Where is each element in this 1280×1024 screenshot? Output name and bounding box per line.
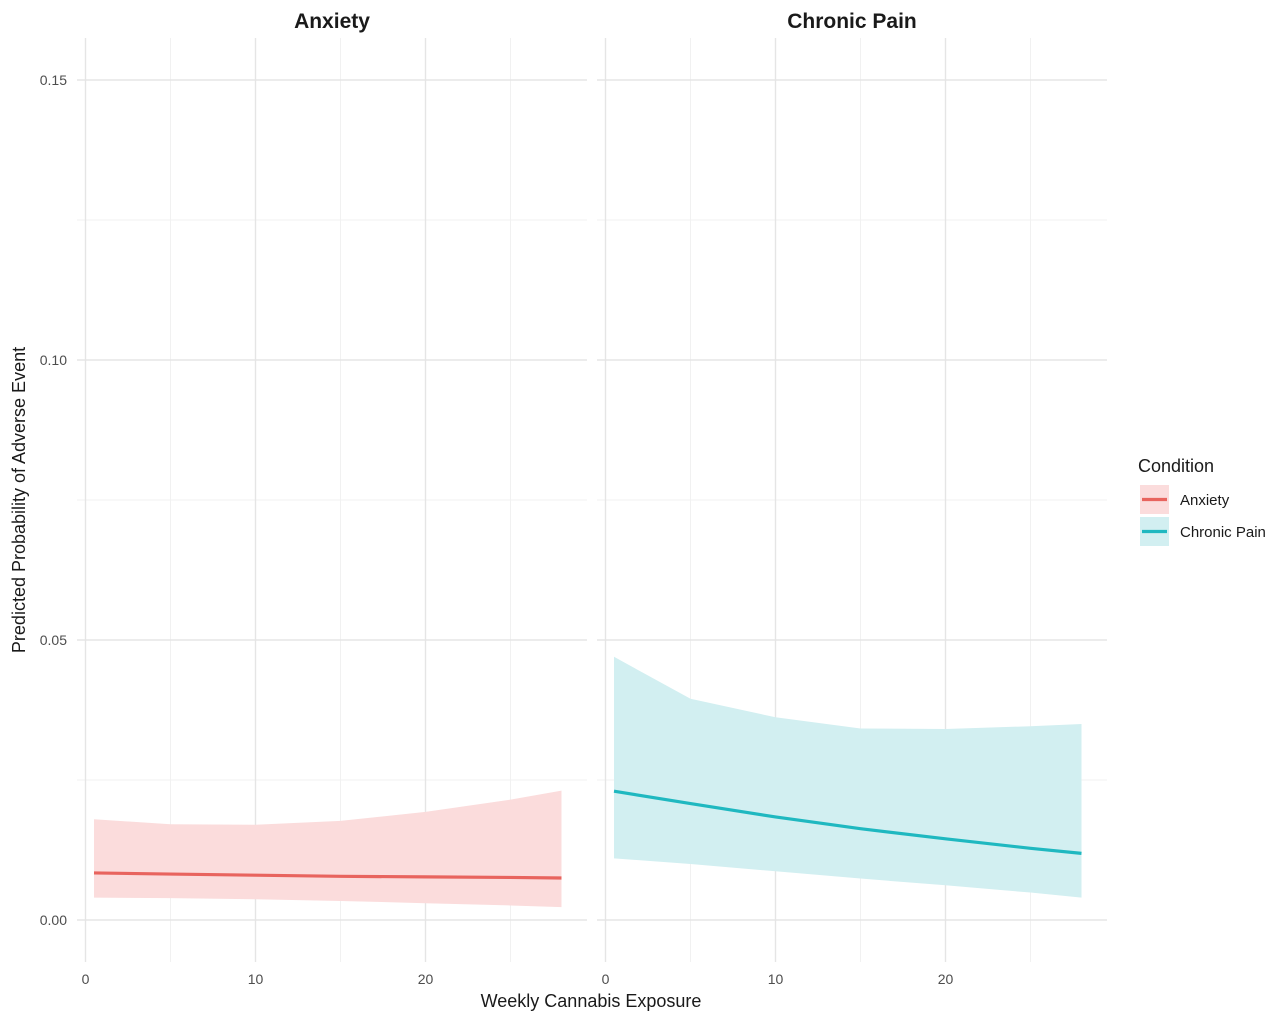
y-axis-title: Predicted Probability of Adverse Event <box>9 347 29 653</box>
y-axis: 0.00 0.05 0.10 0.15 <box>40 72 67 928</box>
legend-label: Anxiety <box>1180 492 1230 509</box>
fit-line-0 <box>93 871 562 880</box>
legend-title: Condition <box>1138 456 1214 476</box>
facet-title-1: Chronic Pain <box>787 10 917 33</box>
x-tick-label: 0 <box>82 971 90 987</box>
fit-line-1 <box>613 789 1082 855</box>
x-axis-title: Weekly Cannabis Exposure <box>481 991 702 1011</box>
legend-label: Chronic Pain <box>1180 524 1266 541</box>
confidence-ribbon-0 <box>94 790 562 908</box>
x-tick-label: 20 <box>418 971 434 987</box>
y-tick-label: 0.05 <box>40 632 67 648</box>
y-tick-label: 0.10 <box>40 352 67 368</box>
confidence-ribbon-1 <box>614 656 1082 898</box>
x-tick-label: 10 <box>768 971 784 987</box>
y-tick-label: 0.15 <box>40 72 67 88</box>
y-tick-label: 0.00 <box>40 912 67 928</box>
legend-key-0: Anxiety <box>1140 485 1230 514</box>
legend-key-1: Chronic Pain <box>1140 517 1266 546</box>
facet-panels: Anxiety 0 10 20 Chronic Pain 0 10 20 <box>77 10 1107 987</box>
legend: Condition Anxiety Chronic Pain <box>1138 456 1266 546</box>
x-tick-label: 20 <box>938 971 954 987</box>
x-tick-label: 10 <box>248 971 264 987</box>
x-tick-label: 0 <box>602 971 610 987</box>
facet-panel-0: Anxiety 0 10 20 <box>77 10 587 987</box>
facet-title-0: Anxiety <box>294 10 370 33</box>
facet-panel-1: Chronic Pain 0 10 20 <box>597 10 1107 987</box>
